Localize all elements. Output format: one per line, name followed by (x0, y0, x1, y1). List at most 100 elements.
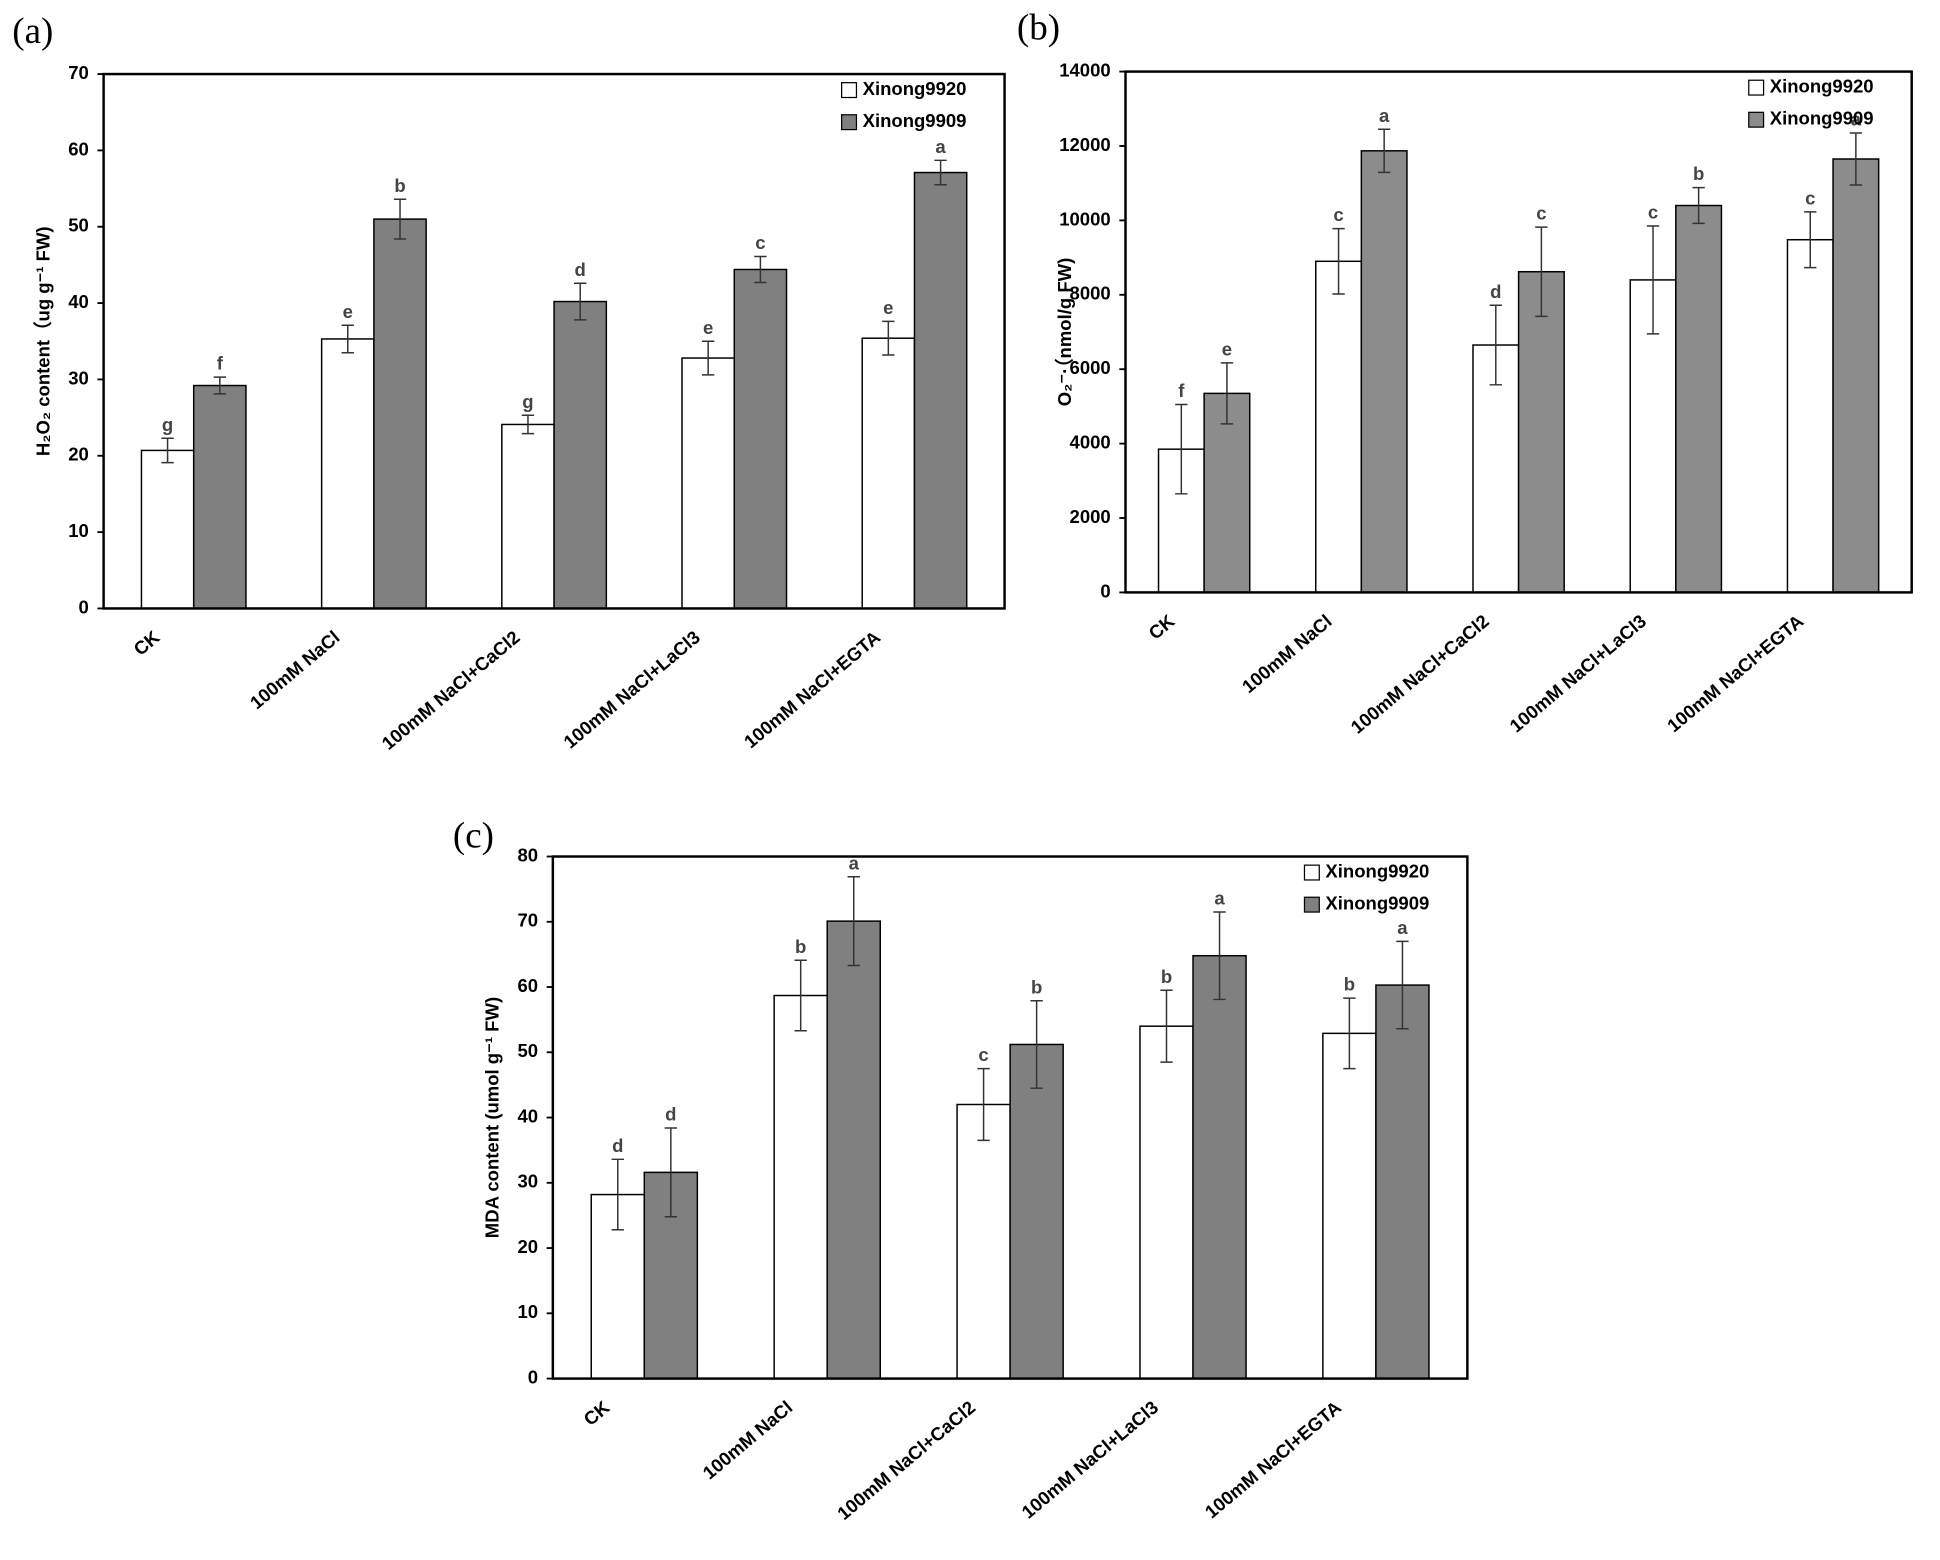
significance-letter: a (1851, 109, 1862, 130)
x-tick-label: 100mM NaCl+LaCl3 (1018, 1396, 1163, 1522)
panel-label: (a) (12, 11, 53, 52)
significance-letter: a (849, 852, 860, 873)
error-bar (1804, 211, 1817, 269)
y-tick-label: 60 (68, 138, 89, 159)
error-bar (1489, 304, 1502, 386)
bar (733, 268, 788, 610)
error-bar (934, 159, 947, 186)
y-axis-label: MDA content (umol g⁻¹ FW) (481, 997, 502, 1238)
significance-letter: d (1490, 281, 1501, 302)
significance-letter: c (755, 232, 765, 253)
significance-letter: b (1161, 966, 1172, 987)
bar (861, 337, 916, 610)
error-bar (521, 414, 535, 435)
y-tick-label: 30 (68, 367, 89, 388)
error-bar (1160, 989, 1173, 1063)
legend-label: Xinong9920 (863, 78, 967, 99)
y-tick-label: 40 (517, 1105, 538, 1126)
legend-label: Xinong9920 (1325, 860, 1429, 881)
error-bar (882, 320, 895, 356)
error-bar (1535, 226, 1548, 318)
x-tick-label: 100mM NaCl (1238, 610, 1336, 697)
legend-swatch (841, 114, 858, 131)
bar (1786, 238, 1834, 594)
y-tick-label: 12000 (1059, 134, 1110, 155)
y-tick-label: 4000 (1070, 431, 1111, 452)
bar (826, 920, 881, 1380)
y-tick-label: 20 (68, 444, 89, 465)
error-bar (1220, 362, 1234, 425)
legend-swatch (1748, 111, 1765, 128)
error-bar (213, 376, 227, 395)
legend-swatch (1303, 864, 1320, 881)
error-bar (1213, 911, 1226, 1001)
significance-letter: d (665, 1104, 676, 1125)
bar (1472, 344, 1520, 594)
error-bar (1332, 227, 1345, 295)
error-bar (1692, 186, 1705, 225)
bar (1322, 1032, 1377, 1380)
error-bar (1646, 225, 1660, 335)
error-bar (1377, 128, 1391, 174)
x-tick-label: 100mM NaCl+EGTA (1201, 1396, 1345, 1522)
significance-letter: b (394, 175, 405, 196)
bar (320, 338, 375, 610)
error-bar (1343, 997, 1356, 1070)
y-tick-label: 40 (68, 291, 89, 312)
bar (373, 218, 427, 610)
y-tick-label: 2000 (1070, 506, 1111, 527)
y-tick-label: 0 (1100, 580, 1110, 601)
y-axis-label: O₂⁻·（nmol/g FW) (1054, 258, 1075, 406)
x-tick-label: 100mM NaCl+CaCl2 (378, 626, 524, 753)
y-tick-label: 10 (68, 520, 89, 541)
y-tick-label: 8000 (1070, 283, 1111, 304)
significance-letter: g (162, 414, 173, 435)
significance-letter: b (1344, 974, 1355, 995)
bar (1009, 1043, 1064, 1380)
x-tick-label: CK (579, 1396, 613, 1430)
significance-letter: g (522, 391, 533, 412)
x-tick-label: 100mM NaCl+LaCl3 (1505, 610, 1650, 736)
bar (913, 171, 968, 610)
y-tick-label: 60 (517, 975, 538, 996)
y-tick-label: 6000 (1070, 357, 1111, 378)
significance-letter: e (703, 317, 713, 338)
y-tick-label: 20 (517, 1236, 538, 1257)
legend-swatch (1748, 79, 1765, 96)
significance-letter: f (217, 353, 224, 374)
y-tick-label: 10000 (1059, 208, 1110, 229)
error-bar (754, 255, 767, 284)
bar (1139, 1025, 1194, 1380)
plot-frame (551, 855, 1469, 1380)
x-tick-label: 100mM NaCl+CaCl2 (1347, 610, 1493, 737)
y-tick-label: 0 (79, 596, 89, 617)
significance-letter: a (1397, 917, 1408, 938)
significance-letter: b (1031, 976, 1042, 997)
significance-letter: a (1379, 105, 1390, 126)
bar (956, 1103, 1011, 1380)
error-bar (664, 1127, 677, 1218)
error-bar (1030, 999, 1043, 1089)
error-bar (847, 876, 860, 967)
bar (1832, 158, 1880, 594)
y-tick-label: 10 (517, 1301, 538, 1322)
bar (192, 384, 247, 610)
error-bar (1849, 132, 1863, 186)
significance-letter: a (935, 136, 946, 157)
error-bar (161, 437, 174, 464)
significance-letter: e (883, 297, 893, 318)
x-tick-label: 100mM NaCl+EGTA (740, 626, 884, 752)
significance-letter: d (575, 259, 586, 280)
y-tick-label: 30 (517, 1171, 538, 1192)
x-tick-label: 100mM NaCl+LaCl3 (559, 626, 704, 752)
legend-label: Xinong9909 (1770, 108, 1874, 129)
bar (1203, 392, 1251, 594)
bar (553, 300, 608, 610)
y-tick-label: 14000 (1059, 59, 1110, 80)
bar (681, 357, 736, 610)
x-tick-label: 100mM NaCl (246, 626, 344, 713)
significance-letter: c (1536, 203, 1546, 224)
significance-letter: c (1805, 187, 1815, 208)
y-tick-label: 70 (68, 62, 89, 83)
